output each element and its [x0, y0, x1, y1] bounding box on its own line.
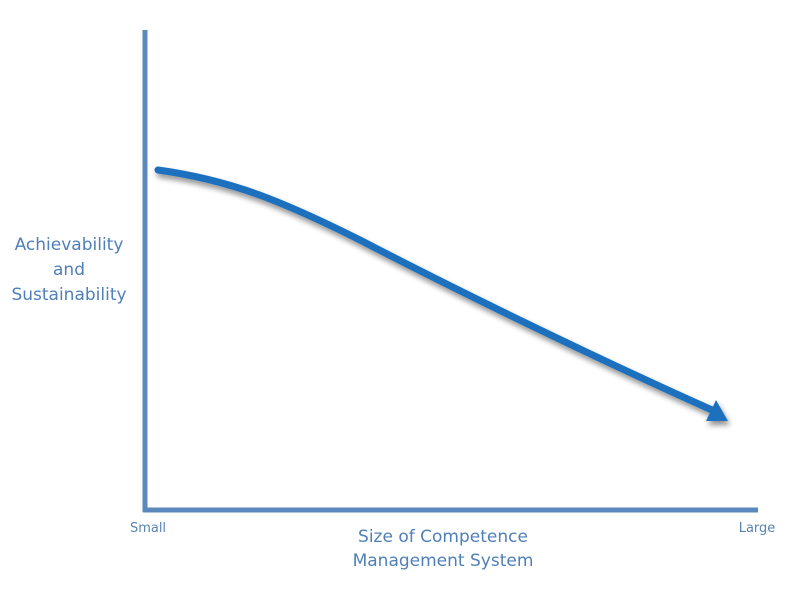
- trend-arrow: [154, 166, 728, 421]
- x-axis-label: Size of Competence: [358, 527, 528, 547]
- y-axis-label: and: [53, 260, 85, 280]
- y-axis-label: Sustainability: [11, 285, 126, 305]
- trend-curve: [154, 166, 716, 414]
- x-axis-label: Management System: [353, 551, 534, 571]
- x-start-label: Small: [130, 521, 166, 536]
- x-end-label: Large: [739, 521, 776, 536]
- arrow-head: [706, 400, 728, 421]
- y-axis-label: Achievability: [15, 235, 124, 255]
